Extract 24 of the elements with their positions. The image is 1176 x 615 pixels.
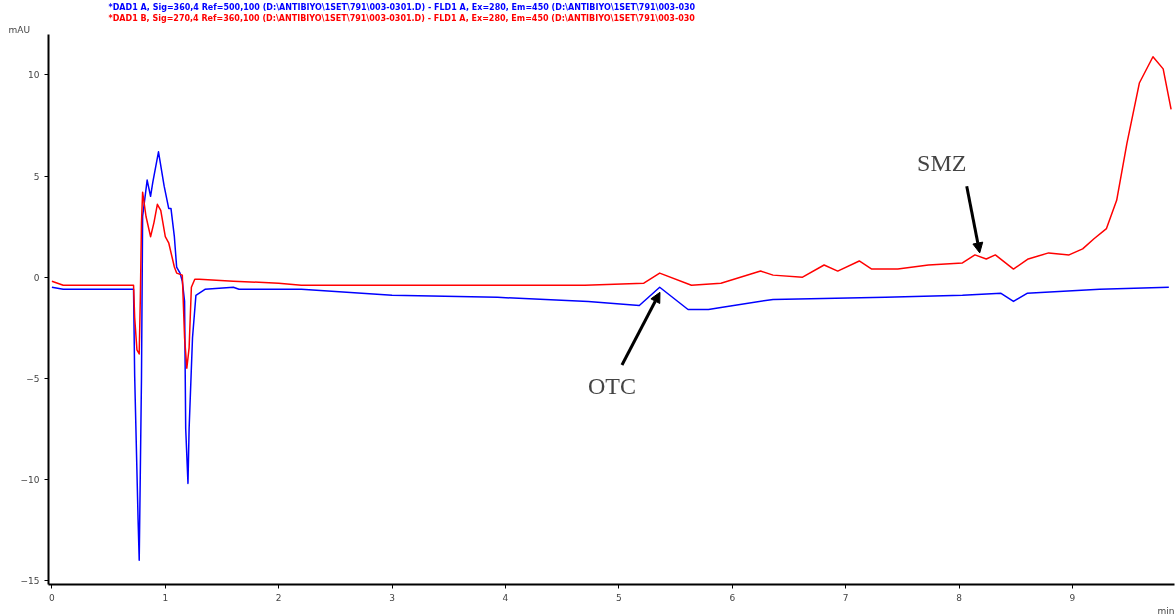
x-tick-label: 3 xyxy=(389,592,395,603)
y-tick-label: 10 xyxy=(28,70,40,81)
line-series xyxy=(51,55,1172,369)
x-tick-label: 1 xyxy=(162,592,169,603)
x-tick-label: 5 xyxy=(616,592,622,603)
x-tick-label: 0 xyxy=(49,592,56,603)
text: *DAD1 B, Sig=270,4 Ref=360,100 (D:\ANTIBIYO\1SET\791\003-0301.D) - FLD1 A, Ex=280, Em=450 (D:\ANTIBIYO\1SET\791\003-030 xyxy=(108,13,696,23)
x-tick-label: 6 xyxy=(729,592,736,603)
x-tick-label: 7 xyxy=(842,592,849,603)
y-tick-label: −5 xyxy=(26,373,40,384)
x-tick-label: 8 xyxy=(956,592,963,603)
y-tick-label: 0 xyxy=(33,272,40,283)
annotation: OTC xyxy=(587,373,636,400)
y-axis-title: mAU xyxy=(8,24,31,35)
annotation: SMZ xyxy=(917,150,967,177)
y-tick-label: −15 xyxy=(20,575,40,586)
x-tick-label: 4 xyxy=(502,592,509,603)
x-tick-label: 9 xyxy=(1069,592,1076,603)
text: *DAD1 A, Sig=360,4 Ref=500,100 (D:\ANTIBIYO\1SET\791\003-0301.D) - FLD1 A, Ex=280, Em=450 (D:\ANTIBIYO\1SET\791\003-030 xyxy=(108,2,696,12)
y-tick-label: −10 xyxy=(20,474,40,485)
x-axis-title: min xyxy=(1157,605,1175,615)
y-tick-label: 5 xyxy=(33,171,40,182)
line-series xyxy=(51,151,1170,561)
x-tick-label: 2 xyxy=(275,592,282,603)
